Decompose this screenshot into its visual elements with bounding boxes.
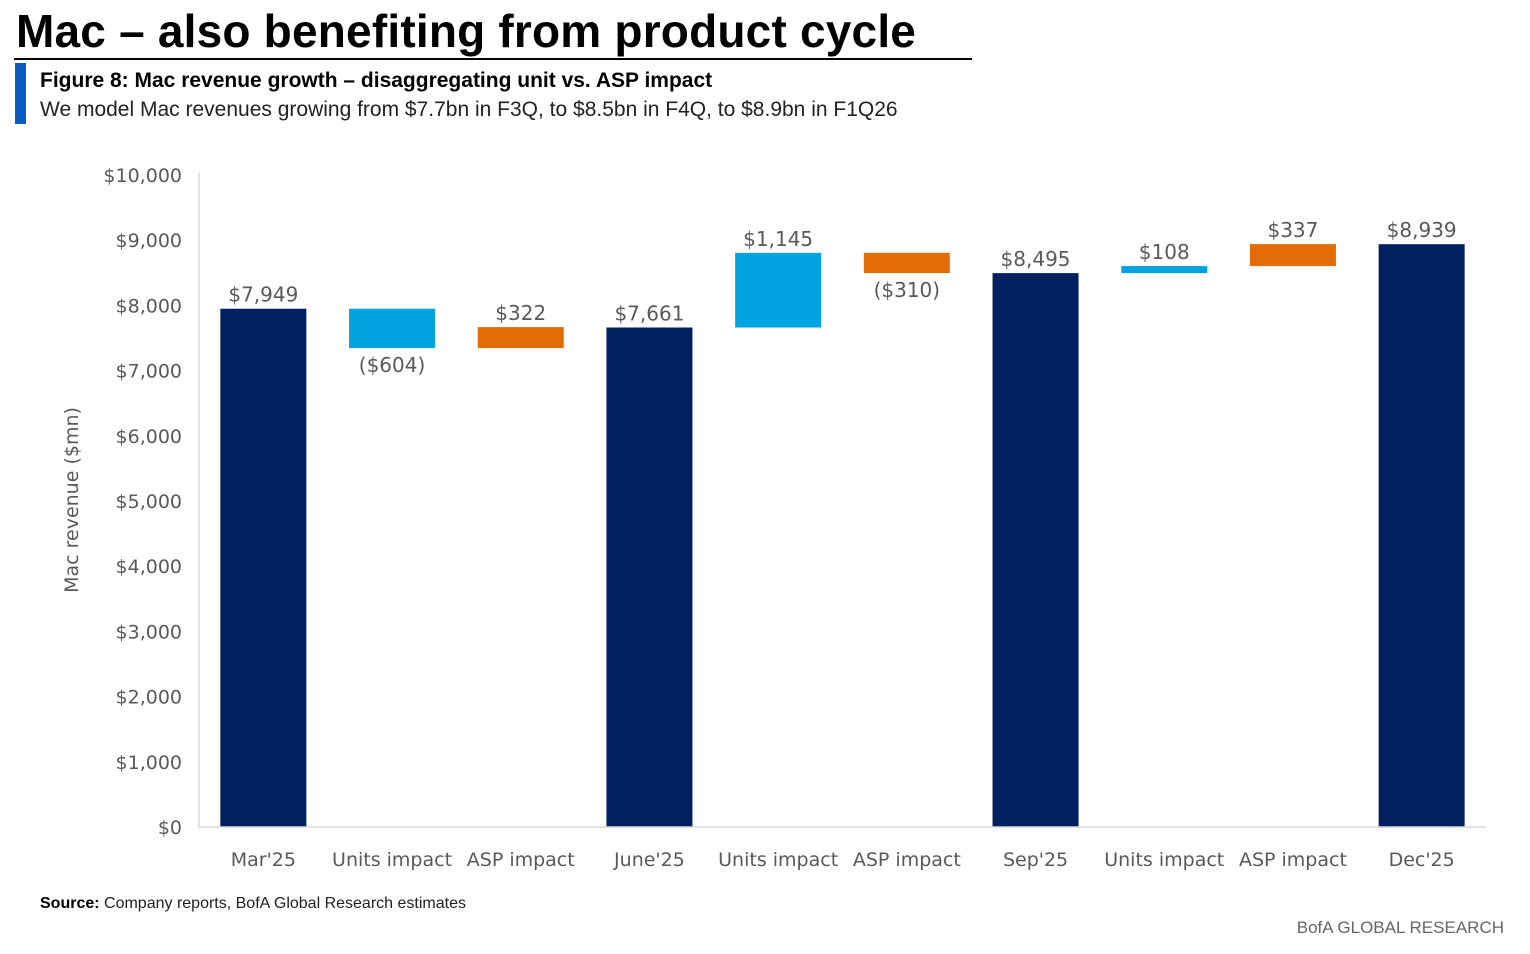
source-label: Source: (40, 895, 100, 912)
figure-subtitle: We model Mac revenues growing from $7.7b… (40, 98, 898, 121)
x-axis: Mar'25 Units impact ASP impact June'25 Units… (199, 826, 1486, 871)
y-tick-label: $1,000 (116, 752, 182, 774)
x-tick-label: Sep'25 (1003, 849, 1068, 871)
page-title: Mac – also benefiting from product cycle (16, 5, 917, 57)
chart-bars (220, 244, 1465, 828)
bar-units-impact-units (349, 308, 436, 349)
data-label: $337 (1267, 218, 1318, 242)
y-tick-label: $6,000 (116, 426, 182, 448)
bar-sep-25-total (992, 273, 1079, 828)
bar-dec-25-total (1378, 244, 1465, 828)
brand-label: BofA GLOBAL RESEARCH (1296, 918, 1504, 937)
x-tick-label: Units impact (332, 849, 452, 871)
source-text: Company reports, BofA Global Research es… (99, 895, 466, 912)
data-label: $108 (1139, 240, 1190, 264)
y-tick-label: $0 (158, 817, 182, 839)
figure-accent-bar (15, 63, 26, 124)
y-tick-label: $5,000 (116, 491, 182, 513)
x-tick-label: June'25 (613, 849, 685, 871)
x-tick-label: Mar'25 (231, 849, 296, 871)
bar-asp-impact-asp (477, 327, 564, 349)
y-tick-label: $10,000 (103, 165, 182, 187)
data-label: ($604) (359, 353, 426, 377)
data-label: $1,145 (743, 227, 813, 251)
data-label: $322 (495, 301, 546, 325)
bar-mar-25-total (220, 308, 307, 827)
y-axis-title: Mac revenue ($mn) (61, 407, 83, 593)
data-label: $7,661 (614, 302, 684, 326)
y-tick-label: $3,000 (116, 621, 182, 643)
x-tick-label: ASP impact (853, 849, 961, 871)
data-labels: $7,949 ($604) $322 $7,661 $1,145 ($310) $8,495… (228, 218, 1456, 377)
x-tick-label: ASP impact (467, 849, 575, 871)
data-label: ($310) (874, 278, 941, 302)
waterfall-chart: $0 $1,000 $2,000 $3,000 $4,000 $5,000 $6,000 $7… (61, 165, 1486, 871)
bar-asp-impact-asp (1249, 244, 1336, 267)
title-underline (14, 58, 972, 60)
source-note: Source: Company reports, BofA Global Res… (40, 895, 466, 913)
figure-title: Figure 8: Mac revenue growth – disaggreg… (40, 69, 713, 92)
data-label: $7,949 (228, 283, 298, 307)
x-tick-label: Units impact (1104, 849, 1224, 871)
y-tick-label: $9,000 (116, 230, 182, 252)
bar-june-25-total (606, 327, 693, 827)
data-label: $8,939 (1387, 218, 1457, 242)
bar-units-impact-units (735, 252, 822, 328)
x-tick-label: Dec'25 (1389, 849, 1455, 871)
x-tick-label: Units impact (718, 849, 838, 871)
y-tick-label: $4,000 (116, 556, 182, 578)
y-tick-label: $8,000 (116, 295, 182, 317)
data-label: $8,495 (1001, 247, 1071, 271)
y-axis: $0 $1,000 $2,000 $3,000 $4,000 $5,000 $6,000 $7… (103, 165, 200, 839)
bar-units-impact-units (1121, 266, 1208, 274)
y-tick-label: $2,000 (116, 687, 182, 709)
bar-asp-impact-asp (863, 252, 950, 274)
x-tick-label: ASP impact (1239, 849, 1347, 871)
y-tick-label: $7,000 (116, 361, 182, 383)
